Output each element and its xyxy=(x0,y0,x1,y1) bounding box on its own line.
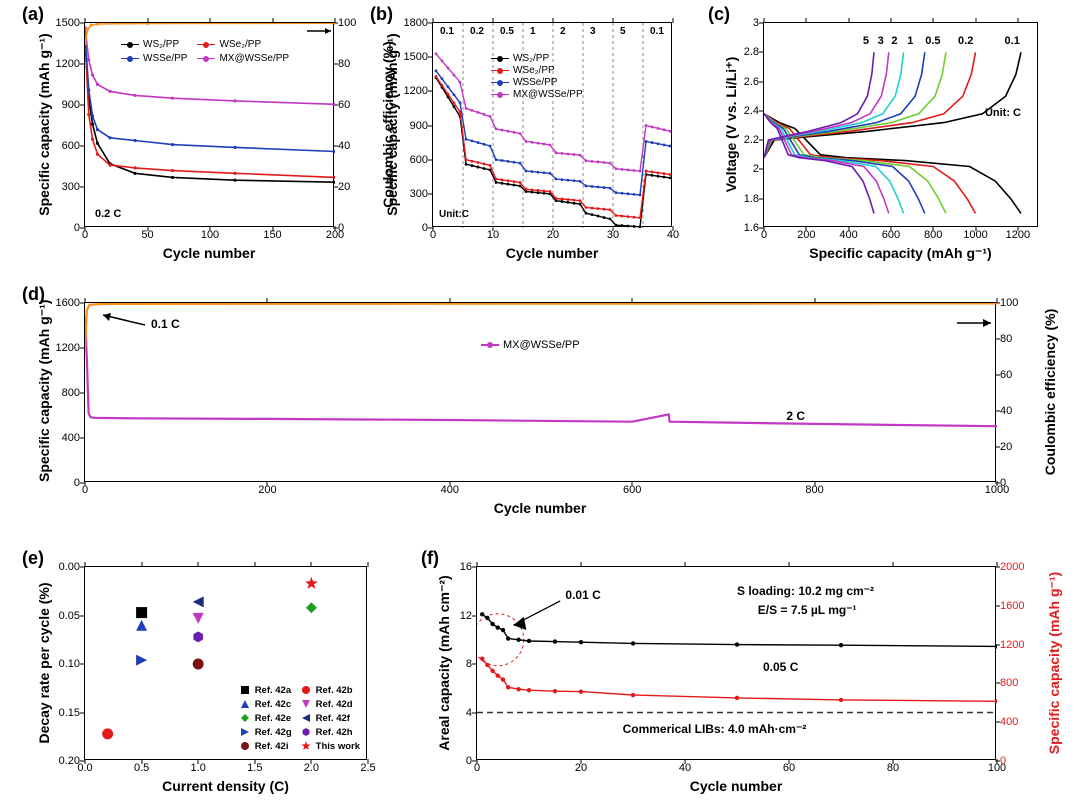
panel-d-ylabel: Specific capacity (mAh g⁻¹) xyxy=(36,302,53,482)
panel-f-xlabel: Cycle number xyxy=(476,778,996,794)
panel-b-annot: Unit:C xyxy=(439,209,469,220)
panel-f-ylabel: Areal capacity (mAh cm⁻²) xyxy=(436,566,453,760)
panel-f-annot1: 0.01 C xyxy=(565,588,600,602)
panel-e-plot: 0.00.51.01.52.02.50.000.050.100.150.20Re… xyxy=(84,566,367,760)
panel-d-y2label: Coulombic efficiency (%) xyxy=(1042,302,1058,482)
panel-e-ylabel: Decay rate per cycle (%) xyxy=(36,566,52,760)
panel-c-annot: Unit: C xyxy=(985,107,1021,119)
panel-d-annot-left: 0.1 C xyxy=(151,317,180,331)
panel-e-xlabel: Current density (C) xyxy=(84,778,367,794)
panel-f-annot4: E/S = 7.5 µL mg⁻¹ xyxy=(758,603,857,617)
panel-d-xlabel: Cycle number xyxy=(84,500,996,516)
panel-a-ylabel: Specific capacity (mAh g⁻¹) xyxy=(36,22,53,227)
panel-b-ylabel: Specific capacity (mAh g⁻¹) xyxy=(384,22,401,227)
panel-f-annot3: S loading: 10.2 mg cm⁻² xyxy=(737,584,874,598)
panel-f-plot: 020406080100048121604008001200160020000.… xyxy=(476,566,996,760)
panel-a-plot: 0501001502000300600900120015000204060801… xyxy=(84,22,334,227)
panel-a-annot: 0.2 C xyxy=(95,208,121,220)
panel-a-legend: WS₂/PPWSe₂/PPWSSe/PPMX@WSSe/PP xyxy=(121,39,289,65)
panel-f-y2label: Specific capacity (mAh g⁻¹) xyxy=(1046,566,1063,760)
panel-f-annot5: Commerical LIBs: 4.0 mAh·cm⁻² xyxy=(623,722,807,736)
panel-b-legend: WS₂/PPWSe₂/PPWSSe/PPMX@WSSe/PP xyxy=(491,53,583,101)
panel-b-xlabel: Cycle number xyxy=(432,245,672,261)
panel-a-xlabel: Cycle number xyxy=(84,245,334,261)
panel-d-legend: MX@WSSe/PP xyxy=(481,339,580,352)
panel-c-ylabel: Voltage (V vs. Li/Li⁺) xyxy=(723,22,740,227)
panel-d-annot-right: 2 C xyxy=(786,409,805,423)
panel-e-legend: Ref. 42aRef. 42bRef. 42cRef. 42dRef. 42e… xyxy=(239,684,360,753)
panel-c-xlabel: Specific capacity (mAh g⁻¹) xyxy=(763,245,1038,262)
panel-b-plot: 01020304003006009001200150018000.10.20.5… xyxy=(432,22,672,227)
panel-f-annot2: 0.05 C xyxy=(763,660,798,674)
panel-d-plot: 0200400600800100004008001200160002040608… xyxy=(84,302,996,482)
panel-c-plot: 0200400600800100012001.61.822.22.42.62.8… xyxy=(763,22,1038,227)
